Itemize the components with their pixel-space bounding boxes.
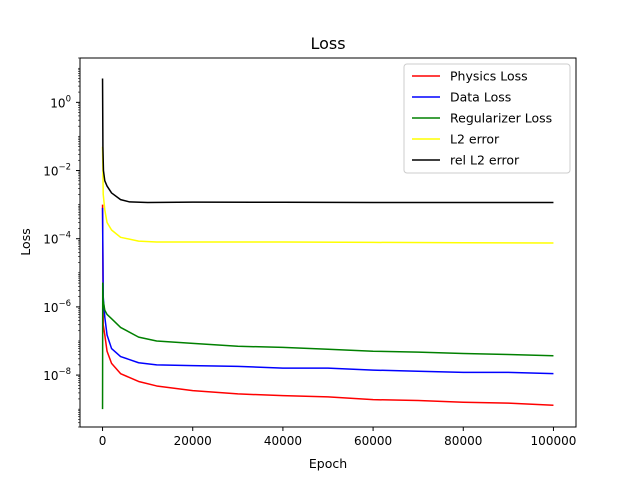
y-tick-label: 100 [50, 94, 71, 110]
legend-label-5: rel L2 error [450, 153, 520, 168]
legend-label-3: Regularizer Loss [450, 111, 552, 126]
y-axis-label: Loss [18, 228, 33, 255]
legend-label-1: Physics Loss [450, 69, 528, 84]
series-line-3 [101, 282, 554, 410]
y-axis-ticks: 10−8 10−6 10−4 10−2 100 [43, 57, 80, 428]
series-line-4 [101, 146, 554, 244]
legend-box [403, 63, 571, 174]
y-tick-label: 10−2 [43, 163, 71, 179]
legend-label-2: Data Loss [450, 90, 511, 105]
x-axis-ticks: 0 20000 40000 60000 80000 100000 [99, 427, 577, 448]
series-line-2 [101, 207, 554, 375]
chart-title: Loss [310, 34, 345, 53]
y-tick-label: 10−6 [43, 299, 71, 315]
y-tick-label: 10−8 [43, 367, 71, 383]
x-tick-label: 100000 [531, 434, 577, 448]
legend: Physics Loss Data Loss Regularizer Loss L2 … [403, 63, 571, 174]
x-tick-label: 60000 [354, 434, 392, 448]
x-tick-label: 20000 [174, 434, 212, 448]
y-tick-label: 10−4 [43, 231, 71, 247]
series-layer [101, 78, 554, 410]
series-line-5 [101, 78, 554, 204]
plot-frame [79, 57, 577, 428]
x-tick-label: 40000 [264, 434, 302, 448]
x-tick-label: 80000 [444, 434, 482, 448]
series-line-1 [101, 204, 554, 407]
x-tick-label: 0 [99, 434, 107, 448]
legend-label-4: L2 error [450, 132, 500, 147]
x-axis-label: Epoch [309, 456, 347, 471]
